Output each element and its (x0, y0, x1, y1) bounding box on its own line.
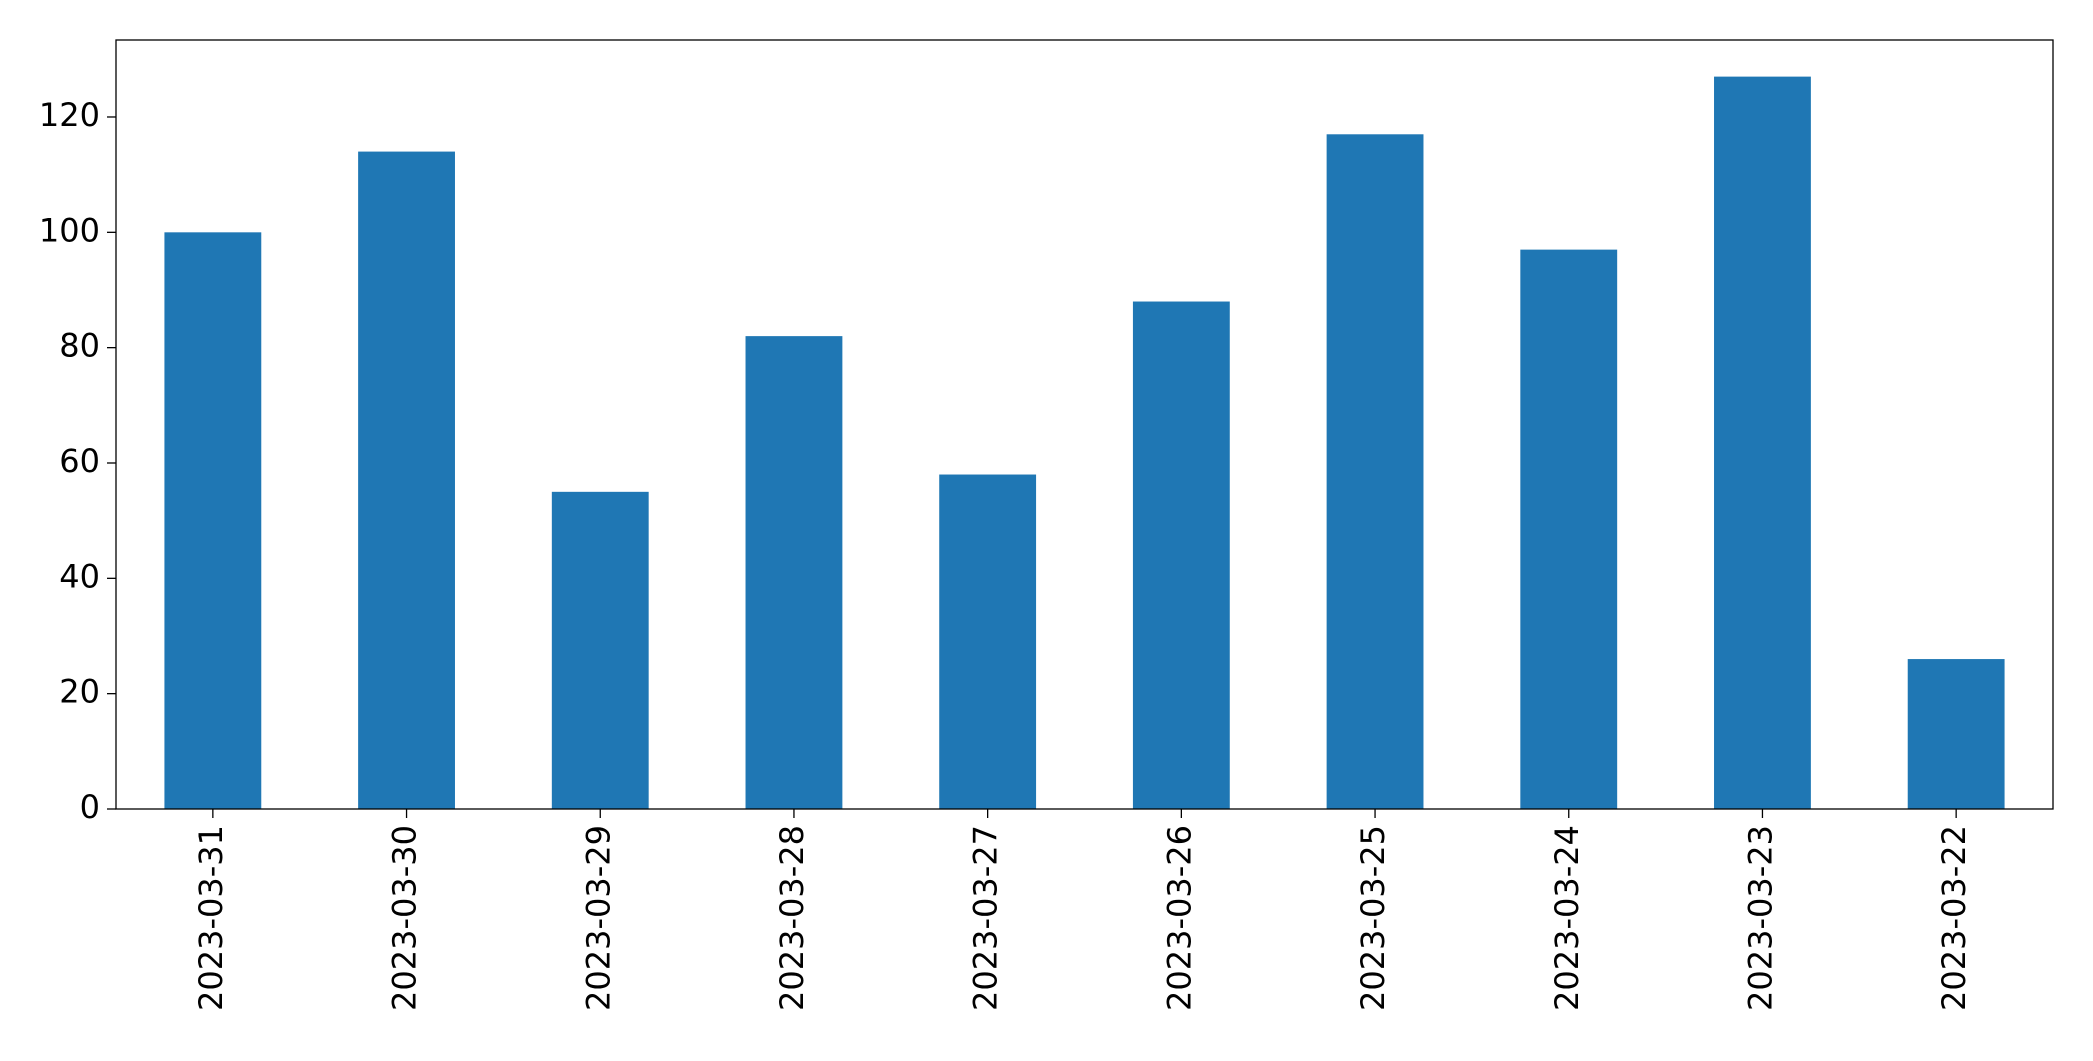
bar (1714, 76, 1811, 810)
y-tick-label: 100 (39, 211, 100, 249)
x-tick-label: 2023-03-22 (1935, 825, 1973, 1011)
bar (1326, 134, 1424, 809)
y-tick-label: 120 (39, 96, 100, 134)
bar (1132, 301, 1230, 809)
x-tick-label: 2023-03-29 (579, 825, 617, 1011)
x-tick-label: 2023-03-25 (1354, 825, 1392, 1011)
x-tick-label: 2023-03-24 (1548, 825, 1586, 1011)
y-tick-label: 0 (80, 788, 100, 826)
y-tick-label: 80 (59, 327, 100, 365)
y-tick-label: 60 (59, 442, 100, 480)
x-tick-label: 2023-03-31 (192, 825, 230, 1011)
y-tick-label: 40 (59, 557, 100, 595)
bar (358, 151, 455, 810)
bar (164, 232, 262, 809)
bar (551, 491, 649, 809)
x-tick-label: 2023-03-30 (386, 825, 424, 1011)
x-tick-label: 2023-03-23 (1741, 825, 1779, 1011)
y-tick-label: 20 (59, 673, 100, 711)
plot-frame (115, 39, 2054, 810)
x-tick-label: 2023-03-26 (1160, 825, 1198, 1011)
bar (745, 336, 843, 809)
bar (1907, 659, 2005, 809)
x-tick-label: 2023-03-27 (967, 825, 1005, 1011)
bar (1520, 249, 1618, 809)
x-tick-label: 2023-03-28 (773, 825, 811, 1011)
bar (939, 474, 1037, 809)
